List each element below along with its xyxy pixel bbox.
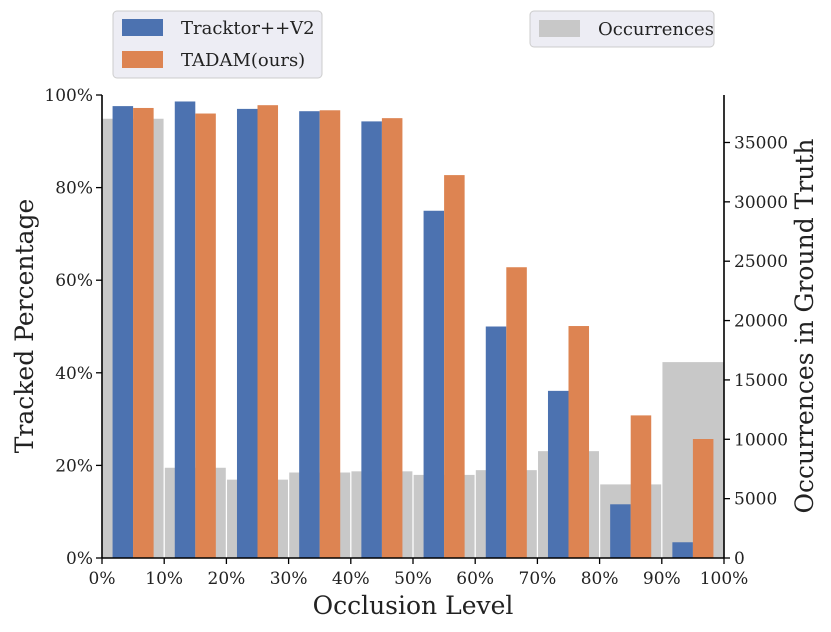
y2-axis-label: Occurrences in Ground Truth xyxy=(790,138,819,513)
x-axis-label: Occlusion Level xyxy=(313,591,514,620)
x-tick-label-5: 50% xyxy=(394,569,432,589)
x-tick-label-10: 100% xyxy=(700,569,749,589)
y2-tick-label-6: 30000 xyxy=(734,193,788,213)
legend-label-tadam: TADAM(ours) xyxy=(181,50,305,71)
tracktor-bar-7 xyxy=(547,390,569,558)
y2-tick-label-4: 20000 xyxy=(734,312,788,332)
legend-swatch-occurrences xyxy=(539,20,580,37)
y-left-ticks: 0% 20% 40% 60% 80% 100% xyxy=(44,86,102,569)
y2-tick-label-2: 10000 xyxy=(734,430,788,450)
tracktor-bar-5 xyxy=(423,210,445,558)
y-tick-label-0: 0% xyxy=(66,549,93,569)
tadam-bar-3 xyxy=(319,110,341,559)
x-tick-label-7: 70% xyxy=(519,569,557,589)
x-tick-label-0: 0% xyxy=(89,569,116,589)
tadam-bar-5 xyxy=(444,175,465,558)
tadam-bar-1 xyxy=(195,113,216,559)
tracked-percentage-bars xyxy=(112,101,714,559)
tadam-bar-6 xyxy=(506,267,527,558)
y-right-ticks: 0 5000 10000 15000 20000 25000 30000 35000 xyxy=(724,133,788,569)
x-tick-label-1: 10% xyxy=(145,569,183,589)
x-tick-label-8: 80% xyxy=(581,569,619,589)
tracktor-bar-4 xyxy=(361,121,382,559)
x-tick-label-6: 60% xyxy=(456,569,494,589)
y2-tick-label-1: 5000 xyxy=(734,490,777,510)
legend-left-frame xyxy=(112,10,323,79)
y2-tick-label-3: 15000 xyxy=(734,371,788,391)
x-tick-label-9: 90% xyxy=(643,569,681,589)
tracktor-bar-0 xyxy=(112,106,134,558)
x-ticks: 0% 10% 20% 30% 40% 50% 60% 70% 80% 90% 100% xyxy=(89,558,749,589)
y-tick-label-4: 80% xyxy=(55,179,93,199)
legend-swatch-tracktor xyxy=(122,19,163,36)
tracktor-bar-1 xyxy=(174,101,196,559)
legend-label-occurrences: Occurrences xyxy=(598,19,714,40)
legend-label-tracktor: Tracktor++V2 xyxy=(181,18,315,39)
tracktor-bar-3 xyxy=(299,111,320,558)
x-tick-label-4: 40% xyxy=(332,569,370,589)
tadam-bar-8 xyxy=(630,415,652,558)
legend-right: Occurrences xyxy=(529,10,715,48)
tadam-bar-4 xyxy=(381,118,403,559)
legend-left: Tracktor++V2 TADAM(ours) xyxy=(112,10,323,79)
y-tick-label-3: 60% xyxy=(55,271,93,291)
tadam-bar-7 xyxy=(568,326,590,558)
tadam-bar-9 xyxy=(692,439,714,558)
y-tick-label-1: 20% xyxy=(55,456,93,476)
y-tick-label-5: 100% xyxy=(44,86,93,106)
tracktor-bar-2 xyxy=(236,108,258,558)
tracktor-bar-8 xyxy=(610,504,631,558)
y2-tick-label-7: 35000 xyxy=(734,133,788,153)
tracktor-bar-9 xyxy=(672,542,693,558)
x-tick-label-2: 20% xyxy=(208,569,246,589)
legend-swatch-tadam xyxy=(122,51,163,68)
tadam-bar-2 xyxy=(257,105,279,558)
y2-tick-label-0: 0 xyxy=(734,549,745,569)
x-tick-label-3: 30% xyxy=(270,569,308,589)
y2-tick-label-5: 25000 xyxy=(734,252,788,272)
y-axis-label: Tracked Percentage xyxy=(10,199,39,454)
tracktor-bar-6 xyxy=(485,326,507,558)
tadam-bar-0 xyxy=(133,107,154,559)
y-tick-label-2: 40% xyxy=(55,364,93,384)
